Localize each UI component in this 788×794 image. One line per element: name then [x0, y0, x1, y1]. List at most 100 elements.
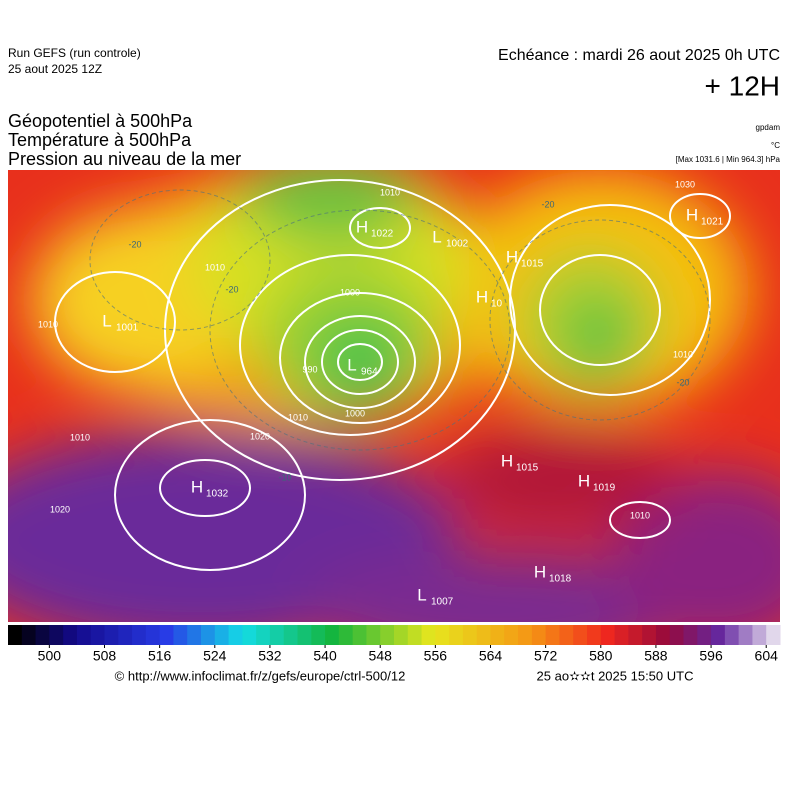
colorbar-cell [394, 625, 409, 645]
colorbar-cell [173, 625, 188, 645]
center-value: 1015 [521, 259, 544, 270]
center-kind: H [191, 477, 203, 496]
colorbar-cell [545, 625, 560, 645]
colorbar-tick-label: 508 [93, 648, 117, 664]
colorbar-cell [724, 625, 740, 645]
center-kind: H [578, 471, 590, 490]
center-value: 10 [491, 299, 503, 310]
colorbar-tick-label: 500 [38, 648, 62, 664]
colorbar-cell [132, 625, 147, 645]
colorbar-cell [462, 625, 478, 645]
colorbar-cell [269, 625, 285, 645]
center-value: 964 [361, 367, 378, 378]
colorbar-cell [421, 625, 436, 645]
colorbar-cell [614, 625, 629, 645]
colorbar-tick-label: 580 [589, 648, 613, 664]
colorbar-cell [587, 625, 602, 645]
center-value: 1019 [593, 483, 616, 494]
colorbar-cell [504, 625, 519, 645]
center-kind: H [686, 205, 698, 224]
isobar-label: 1000 [340, 287, 360, 297]
center-value: 1001 [116, 323, 139, 334]
colorbar-tick-label: 532 [258, 648, 282, 664]
colorbar-cell [366, 625, 381, 645]
temperature-label: -20 [541, 199, 554, 209]
colorbar-cell [669, 625, 684, 645]
unit: [Max 1031.6 | Min 964.3] hPa [676, 155, 781, 164]
center-kind: H [506, 247, 518, 266]
center-kind: H [501, 451, 513, 470]
center-value: 1021 [701, 217, 724, 228]
temperature-label: -20 [676, 377, 689, 387]
center-kind: H [476, 287, 488, 306]
unit: gpdam [756, 123, 781, 132]
colorbar-cell [49, 625, 64, 645]
isobar-label: 1020 [250, 431, 270, 441]
isobar-label: 1010 [673, 349, 693, 359]
colorbar-cell [752, 625, 767, 645]
colorbar-cell [531, 625, 547, 645]
colorbar-cell [738, 625, 753, 645]
isobar-label: 1010 [288, 412, 308, 422]
isobar-label: 1020 [50, 504, 70, 514]
colorbar-cell [242, 625, 257, 645]
colorbar-cell [35, 625, 50, 645]
colorbar-cell [435, 625, 450, 645]
colorbar-cell [187, 625, 202, 645]
colorbar-cell [214, 625, 230, 645]
colorbar-cell [559, 625, 574, 645]
colorbar-cell [76, 625, 92, 645]
colorbar-cell [711, 625, 726, 645]
title: Géopotentiel à 500hPa [8, 111, 193, 131]
colorbar-cell [697, 625, 712, 645]
colorbar-cell [573, 625, 588, 645]
colorbar-cell [145, 625, 161, 645]
colorbar-cell [642, 625, 657, 645]
colorbar-tick-label: 548 [369, 648, 393, 664]
title: Température à 500hPa [8, 130, 192, 150]
colorbar-tick-label: 604 [755, 648, 779, 664]
temperature-label: -10 [278, 472, 291, 482]
center-kind: L [102, 311, 111, 330]
center-value: 1002 [446, 239, 469, 250]
colorbar-tick-label: 588 [644, 648, 668, 664]
run-date: 25 aout 2025 12Z [8, 62, 102, 76]
colorbar-cell [476, 625, 491, 645]
colorbar-cell [766, 625, 781, 645]
colorbar-cell [90, 625, 105, 645]
colorbar-tick-label: 516 [148, 648, 172, 664]
colorbar-cell [325, 625, 340, 645]
colorbar-cell [449, 625, 464, 645]
colorbar-cell [655, 625, 671, 645]
colorbar-tick-label: 524 [203, 648, 227, 664]
colorbar-cell [159, 625, 174, 645]
unit: °C [771, 141, 780, 150]
center-value: 1015 [516, 463, 539, 474]
colorbar-cell [228, 625, 243, 645]
run: Run GEFS (run controle) [8, 46, 141, 60]
colorbar-cell [518, 625, 533, 645]
colorbar-cell [338, 625, 354, 645]
colorbar-cell [201, 625, 216, 645]
center-value: 1007 [431, 597, 454, 608]
source: © http://www.infoclimat.fr/z/gefs/europe… [115, 668, 406, 683]
colorbar: 500 508 516 524 532 540 548 556 564 572 580 588 596 6… [8, 625, 781, 664]
colorbar-tick-label: 540 [313, 648, 337, 664]
map [8, 170, 780, 622]
center-value: 1022 [371, 229, 394, 240]
center-value: 1018 [549, 574, 572, 585]
colorbar-cell [628, 625, 643, 645]
isobar-label: 1000 [345, 408, 365, 418]
isobar-label: 1030 [675, 179, 695, 189]
colorbar-cell [683, 625, 698, 645]
temperature-label: -20 [128, 239, 141, 249]
isobar-label: 1010 [205, 262, 225, 272]
center-kind: L [347, 355, 356, 374]
colorbar-cell [490, 625, 505, 645]
isobar-label: 1010 [38, 319, 58, 329]
colorbar-cell [283, 625, 298, 645]
colorbar-cell [297, 625, 312, 645]
center-value: 1032 [206, 489, 229, 500]
colorbar-cell [600, 625, 616, 645]
